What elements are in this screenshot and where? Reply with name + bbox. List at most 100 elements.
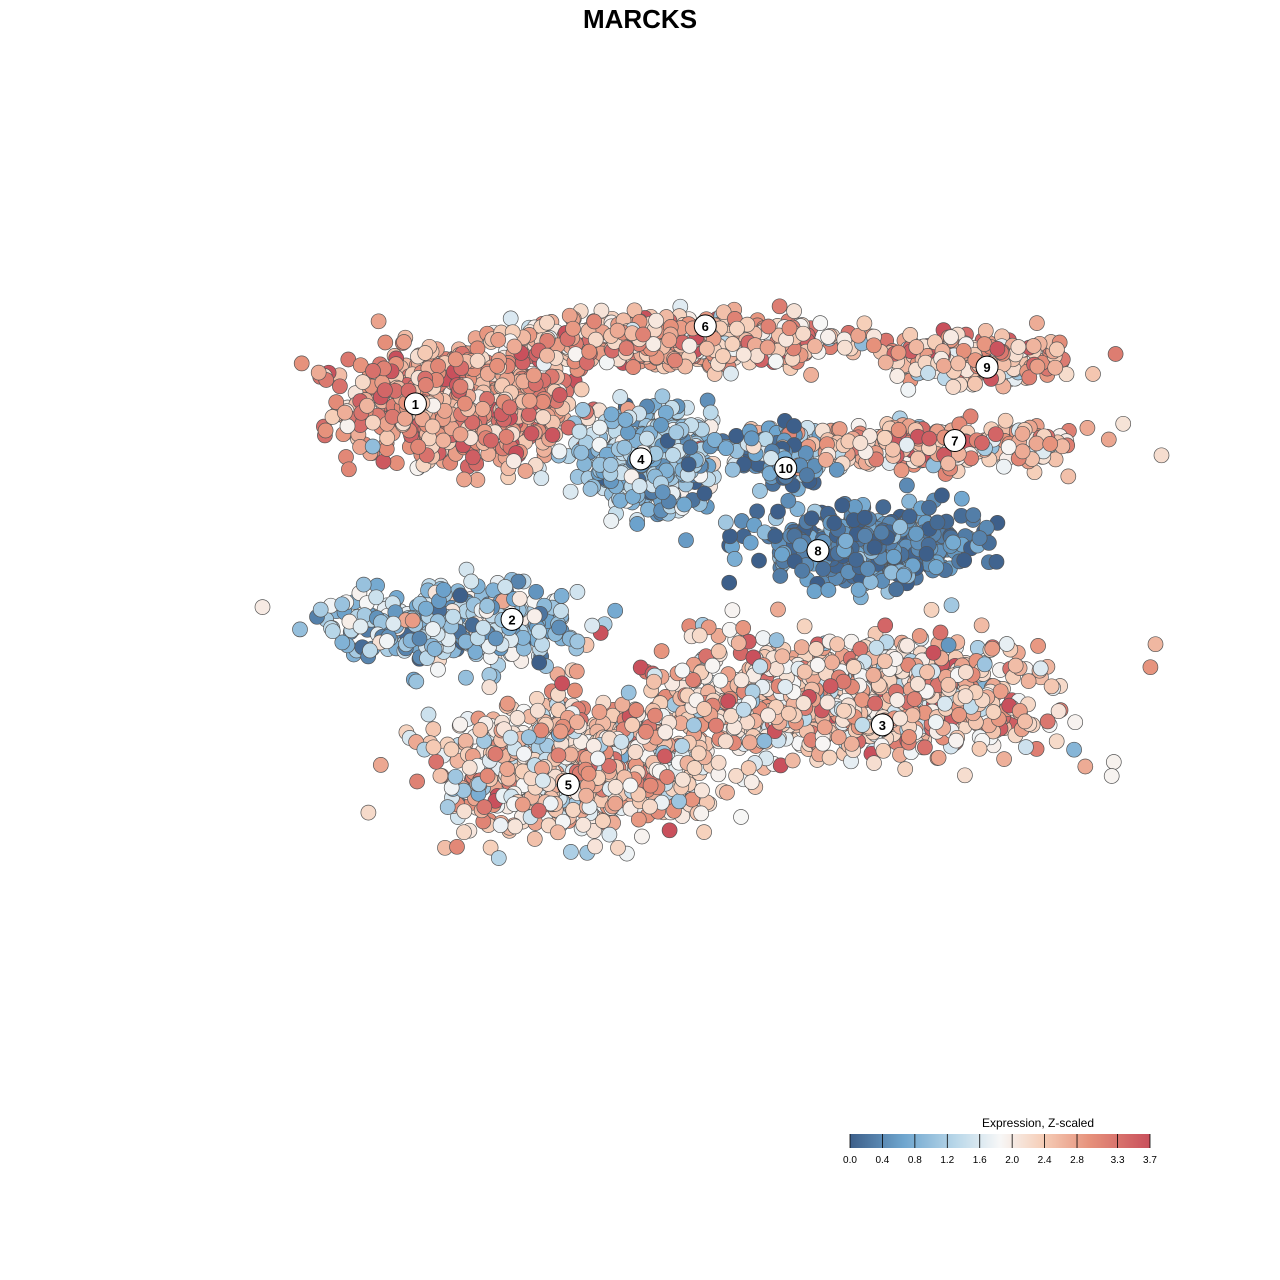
cell-point-cluster-4 [724, 461, 741, 478]
cell-point-cluster-5 [456, 803, 473, 820]
cell-point-cluster-3 [1007, 657, 1024, 674]
cell-point-cluster-4 [629, 516, 646, 532]
cell-point-cluster-3 [843, 735, 860, 752]
cell-point-cluster-3 [1020, 673, 1037, 689]
cell-point-cluster-3 [1067, 714, 1084, 731]
cell-point-cluster-1 [469, 472, 486, 488]
cell-point-cluster-8 [721, 574, 738, 591]
cell-point-cluster-2 [510, 573, 527, 590]
cell-point-cluster-5 [449, 838, 465, 855]
cell-point-cluster-5 [563, 844, 579, 860]
cell-point-cluster-8 [722, 528, 738, 545]
cell-point-cluster-2 [368, 589, 385, 606]
cell-point-cluster-3 [1032, 660, 1049, 677]
cell-point-cluster-3 [686, 717, 702, 734]
cell-point-cluster-2 [534, 636, 550, 653]
cell-point-cluster-3 [704, 657, 721, 674]
cell-point-cluster-8 [862, 574, 879, 590]
cell-point-cluster-5 [499, 695, 516, 712]
cell-point-cluster-5 [634, 828, 650, 845]
cell-point-cluster-3 [784, 752, 801, 769]
cell-point-cluster-8 [815, 561, 832, 577]
cell-point-cluster-2 [569, 584, 586, 600]
cell-point-cluster-5 [360, 804, 377, 821]
cell-point-cluster-5 [507, 818, 523, 835]
cell-point-cluster-1 [388, 455, 405, 471]
cell-point-cluster-8 [953, 490, 970, 507]
cell-point-cluster-3 [1039, 713, 1056, 730]
cell-point-cluster-5 [696, 824, 712, 840]
cell-point-cluster-7 [1100, 431, 1117, 448]
cell-point-cluster-3 [1030, 638, 1046, 654]
cell-point-cluster-8 [742, 534, 759, 551]
cell-point-cluster-5 [719, 784, 735, 801]
cell-point-cluster-3 [735, 620, 752, 636]
cell-point-cluster-5 [591, 704, 608, 720]
cell-point-cluster-5 [674, 738, 690, 754]
cell-point-cluster-3 [917, 739, 933, 756]
cell-point-cluster-1 [377, 334, 394, 351]
cell-point-cluster-8 [678, 532, 694, 549]
cell-point-cluster-1 [370, 313, 387, 330]
cell-point-cluster-3 [996, 751, 1012, 767]
cell-point-cluster-5 [587, 838, 603, 855]
cell-point-cluster-3 [1142, 659, 1159, 676]
cell-point-cluster-5 [661, 822, 678, 839]
cell-point-cluster-3 [620, 684, 637, 701]
cell-point-cluster-2 [334, 596, 351, 613]
cell-point-cluster-2 [528, 583, 544, 600]
cell-point-cluster-2 [607, 602, 624, 619]
cell-point-cluster-8 [820, 582, 837, 598]
cell-point-cluster-3 [923, 601, 940, 618]
cell-point-cluster-9 [900, 381, 917, 398]
cell-point-cluster-3 [568, 663, 585, 680]
cell-point-cluster-1 [332, 378, 348, 395]
cell-point-cluster-2 [292, 621, 308, 638]
cell-point-cluster-4 [612, 389, 629, 405]
cell-point-cluster-5 [439, 799, 456, 815]
cell-point-cluster-3 [755, 630, 771, 647]
cell-point-cluster-5 [565, 802, 582, 818]
cell-point-cluster-1 [293, 355, 310, 372]
cell-point-cluster-3 [957, 767, 973, 784]
cell-point-cluster-8 [988, 553, 1005, 570]
cell-point-cluster-5 [428, 753, 445, 770]
cell-point-cluster-6 [502, 310, 519, 327]
cell-point-cluster-5 [420, 706, 437, 723]
cell-point-cluster-3 [717, 733, 734, 750]
cell-point-cluster-1 [341, 461, 357, 478]
cell-point-cluster-3 [1103, 768, 1120, 784]
cell-point-cluster-8 [943, 597, 960, 614]
cell-point-cluster-3 [768, 632, 785, 649]
cell-point-cluster-2 [355, 576, 372, 593]
cell-point-cluster-9 [977, 322, 994, 339]
cell-point-cluster-3 [691, 627, 708, 644]
cell-point-cluster-6 [786, 303, 802, 319]
cell-point-cluster-9 [1085, 366, 1101, 382]
cell-point-cluster-1 [310, 364, 327, 381]
cell-point-cluster-8 [806, 583, 823, 600]
cell-point-cluster-6 [807, 338, 823, 355]
cell-point-cluster-9 [1025, 338, 1042, 354]
cell-point-cluster-3 [1043, 678, 1060, 695]
cell-point-cluster-4 [562, 483, 579, 500]
cell-point-cluster-2 [324, 623, 341, 640]
cell-point-cluster-5 [456, 824, 472, 841]
cell-point-cluster-4 [603, 406, 620, 423]
cell-point-cluster-4 [582, 481, 599, 497]
cell-point-cluster-8 [875, 499, 892, 515]
cell-point-cluster-4 [640, 501, 656, 518]
cell-point-cluster-3 [1048, 733, 1065, 750]
cell-point-cluster-3 [712, 672, 729, 689]
cell-point-cluster-5 [457, 733, 474, 749]
cell-point-cluster-5 [733, 809, 749, 825]
cell-point-cluster-1 [573, 381, 590, 398]
cell-point-cluster-3 [932, 624, 949, 641]
cell-point-cluster-3 [830, 729, 847, 746]
cell-point-cluster-2 [312, 601, 329, 618]
cell-point-cluster-2 [553, 603, 569, 619]
cell-point-cluster-3 [868, 639, 885, 656]
cell-point-cluster-7 [997, 412, 1014, 429]
cell-point-cluster-5 [482, 839, 499, 856]
